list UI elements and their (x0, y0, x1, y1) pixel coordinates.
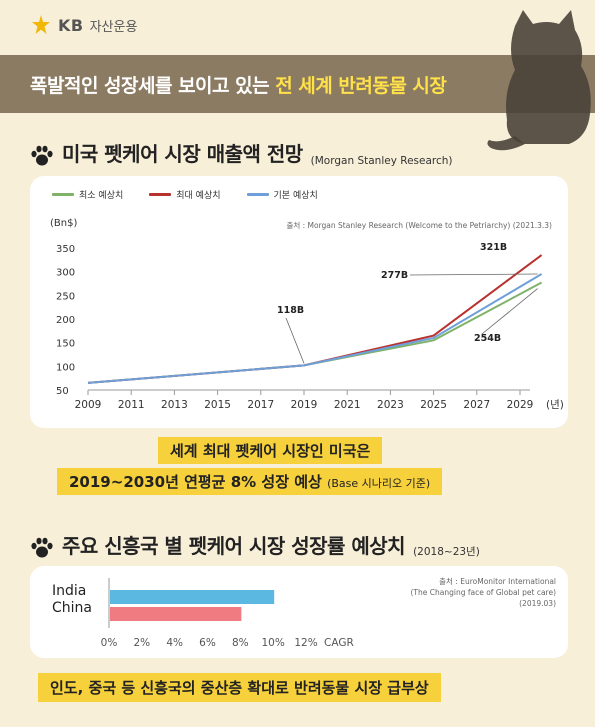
series-base-line (87, 273, 543, 384)
brand-name: 자산운용 (89, 19, 138, 35)
bar-chart-source: 출처 : EuroMonitor International (The Chan… (411, 576, 557, 609)
paw-icon (31, 145, 53, 166)
legend-label-low: 최소 예상치 (79, 191, 124, 201)
section1-title: 미국 펫케어 시장 매출액 전망 (62, 142, 303, 166)
cat-silhouette-icon (487, 10, 591, 151)
bar-india (110, 590, 275, 604)
bar-x-tick-label: 8% (232, 637, 249, 649)
bar-x-tick-label: 2% (133, 637, 150, 649)
annotation-label: 118B (277, 305, 304, 316)
y-axis-label: (Bn$) (50, 218, 77, 229)
x-tick-label: 2025 (420, 399, 447, 411)
x-tick-label: 2029 (507, 399, 534, 411)
bar-chart-card: 출처 : EuroMonitor International (The Chan… (30, 566, 568, 658)
annotation-label: 321B (480, 242, 507, 253)
bar-x-axis-label: CAGR (324, 637, 354, 649)
callout-line1: 세계 최대 펫케어 시장인 미국은 (158, 437, 383, 464)
title-plain: 폭발적인 성장세를 보이고 있는 (30, 75, 276, 97)
legend-swatch-base (246, 193, 269, 196)
callout-line2-main: 2019~2030년 연평균 8% 성장 예상 (69, 473, 322, 491)
y-tick-label: 300 (56, 268, 75, 279)
bar-source-line3: (2019.03) (519, 599, 556, 608)
x-tick-label: 2009 (75, 399, 102, 411)
x-tick-label: 2023 (377, 399, 404, 411)
callout-line2: 2019~2030년 연평균 8% 성장 예상 (Base 시나리오 기준) (57, 468, 443, 495)
bar-x-tick-label: 4% (166, 637, 183, 649)
line-chart-card: 최소 예상치 최대 예상치 기본 예상치 출처 : Morgan Stanley… (30, 176, 568, 428)
y-tick-label: 350 (56, 244, 75, 255)
callout-line3: 인도, 중국 등 신흥국의 중산층 확대로 반려동물 시장 급부상 (38, 673, 441, 702)
brand-kb: KB (58, 15, 84, 35)
x-tick-label: 2017 (247, 399, 274, 411)
section1-heading: 미국 펫케어 시장 매출액 전망 (Morgan Stanley Researc… (30, 138, 453, 167)
y-tick-label: 250 (56, 291, 75, 302)
annotation-leader (481, 288, 538, 335)
legend-item-low: 최소 예상치 (52, 188, 123, 201)
bar-x-tick-label: 0% (101, 637, 118, 649)
section2-subtitle: (2018~23년) (413, 546, 480, 558)
x-tick-label: 2021 (334, 399, 361, 411)
bar-source-line2: (The Changing face of Global pet care) (410, 588, 557, 597)
y-tick-label: 50 (56, 386, 69, 397)
legend-swatch-low (52, 193, 74, 196)
legend-item-base: 기본 예상치 (246, 188, 318, 201)
x-tick-label: 2015 (204, 399, 231, 411)
bar-category-label: India (52, 583, 86, 599)
paw-icon (31, 537, 53, 558)
annotation-label: 277B (381, 270, 408, 281)
annotation-leader (409, 273, 538, 276)
x-tick-label: 2011 (118, 399, 145, 411)
callout-line2-small: (Base 시나리오 기준) (327, 477, 431, 490)
y-tick-label: 200 (56, 315, 75, 326)
bar-x-tick-label: 10% (261, 637, 284, 649)
legend-label-base: 기본 예상치 (273, 191, 318, 201)
x-tick-label: 2019 (291, 399, 318, 411)
bar-category-label: China (52, 600, 92, 616)
bar-x-tick-label: 12% (294, 637, 317, 649)
title-banner: 폭발적인 성장세를 보이고 있는 전 세계 반려동물 시장 (0, 55, 595, 113)
title-highlight: 전 세계 반려동물 시장 (275, 75, 447, 97)
bar-source-line1: 출처 : EuroMonitor International (439, 577, 556, 586)
annotation-label: 254B (474, 333, 501, 344)
y-tick-label: 150 (56, 339, 75, 350)
y-tick-label: 100 (56, 362, 75, 373)
line-chart-source: 출처 : Morgan Stanley Research (Welcome to… (286, 221, 552, 230)
legend-swatch-high (149, 193, 172, 196)
bar-x-tick-label: 6% (199, 637, 216, 649)
kb-star-icon (32, 15, 50, 34)
page-title: 폭발적인 성장세를 보이고 있는 전 세계 반려동물 시장 (30, 71, 447, 98)
section1-subtitle: (Morgan Stanley Research) (310, 155, 453, 167)
x-axis-label: (년) (546, 399, 564, 411)
chart-legend: 최소 예상치 최대 예상치 기본 예상치 (52, 188, 318, 201)
annotation-leader (285, 317, 305, 364)
line-chart: (Bn$) 50 100 150 200 250 300 350 2009 2011 2013 201… (50, 218, 564, 411)
logo: KB 자산운용 (30, 14, 137, 36)
legend-item-high: 최대 예상치 (149, 188, 221, 201)
x-tick-label: 2027 (463, 399, 490, 411)
legend-label-high: 최대 예상치 (176, 191, 221, 201)
x-tick-label: 2013 (161, 399, 188, 411)
bar-china (110, 607, 242, 621)
section2-title: 주요 신흥국 별 펫케어 시장 성장률 예상치 (62, 534, 406, 558)
section2-heading: 주요 신흥국 별 펫케어 시장 성장률 예상치 (2018~23년) (30, 530, 480, 559)
